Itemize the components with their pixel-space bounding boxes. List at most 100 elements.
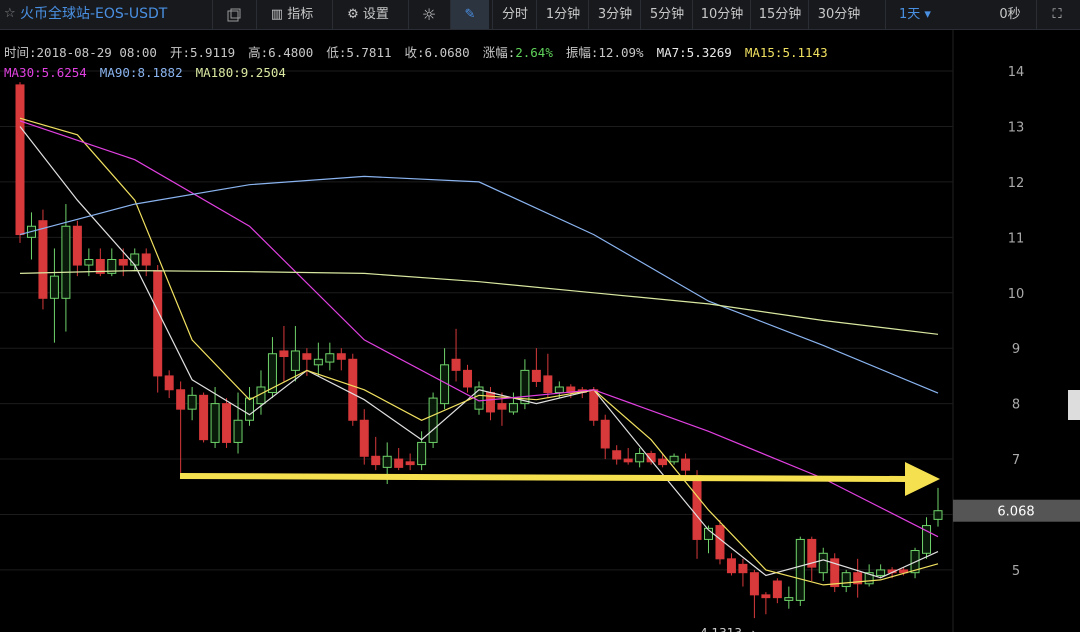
settings-label: 设置 [362, 7, 389, 22]
ma-line [19, 117, 939, 586]
candle-body [15, 84, 25, 236]
y-tick-label: 12 [1008, 176, 1025, 191]
info-value: 12.09% [598, 45, 644, 60]
info-item: MA30:5.6254 [4, 65, 87, 80]
info-item: 时间:2018-08-29 08:00 [4, 45, 157, 60]
candle-body [669, 455, 679, 463]
info-label: MA7: [656, 45, 687, 60]
ma-line [19, 126, 939, 579]
info-label: 低: [326, 45, 347, 60]
info-value: 9.2504 [240, 65, 286, 80]
candle-body [428, 397, 438, 443]
y-tick-label: 13 [1008, 120, 1025, 135]
y-tick-label: 7 [1012, 453, 1020, 468]
candle-body [95, 259, 105, 274]
info-label: 涨幅: [482, 45, 516, 60]
info-line: 时间:2018-08-29 08:00 开:5.9119 高:6.4800 低:5.7… [4, 42, 841, 61]
period-button[interactable]: 1分钟 [536, 0, 589, 29]
candle-body [61, 225, 71, 299]
info-item: 高:6.4800 [248, 45, 313, 60]
info-label: 开: [169, 45, 190, 60]
support-arrow [179, 473, 906, 482]
info-item: MA15:5.1143 [745, 45, 828, 60]
period-button[interactable]: 15分钟 [750, 0, 809, 29]
candle-body [899, 569, 909, 574]
info-label: 振幅: [565, 45, 599, 60]
info-item: MA7:5.3269 [657, 45, 732, 60]
candle-body [474, 386, 484, 410]
current-period-label: 1天 [899, 7, 921, 22]
candle-body [933, 510, 943, 520]
info-value: 5.6254 [41, 65, 87, 80]
candle-body [749, 572, 759, 596]
candle-body [612, 450, 622, 460]
candle-body [141, 253, 151, 266]
candle-body [371, 455, 381, 466]
ma-line: MA30:5.6254 MA90:8.1882 MA180:9.2504 [4, 65, 299, 80]
period-button[interactable]: 10分钟 [692, 0, 751, 29]
info-label: 时间: [4, 45, 37, 60]
low-annotation: 4.1313 → [700, 626, 756, 632]
candle-body [784, 597, 794, 601]
candle-body [692, 475, 702, 540]
candle-body [348, 358, 358, 421]
market-title[interactable]: 火币全球站-EOS-USDT [20, 6, 168, 22]
candle-body [72, 225, 82, 266]
candle-body [600, 419, 610, 449]
star-icon[interactable]: ☆ [4, 6, 16, 21]
candle-body [451, 358, 461, 371]
theme-button[interactable]: ☼ [408, 0, 449, 29]
candle-body [290, 350, 300, 371]
period-button[interactable]: 5分钟 [640, 0, 693, 29]
candle-body [199, 394, 209, 441]
candle-body [795, 538, 805, 601]
candle-body [463, 369, 473, 388]
candle-body [864, 572, 874, 585]
last-price-box [953, 499, 1080, 522]
period-button[interactable]: 3分钟 [588, 0, 641, 29]
fullscreen-button[interactable]: ⛶ [1036, 0, 1077, 29]
settings-button[interactable]: ⚙ 设置 [332, 0, 403, 29]
period-button[interactable]: 分时 [492, 0, 537, 29]
info-value: 2.64% [515, 45, 553, 60]
period-button[interactable]: 30分钟 [808, 0, 869, 29]
candle-body [543, 375, 553, 394]
candle-body [336, 353, 346, 360]
candle-body [279, 350, 289, 358]
candle-body [554, 386, 564, 394]
candle-body [233, 419, 243, 443]
last-price-label: 6.068 [997, 505, 1034, 520]
candle-body [715, 525, 725, 560]
candle-body [497, 403, 507, 410]
info-label: MA15: [744, 45, 783, 60]
candle-body [313, 358, 323, 366]
info-item: MA90:8.1882 [100, 65, 183, 80]
info-item: 收:6.0680 [405, 45, 470, 60]
icon [227, 8, 241, 22]
candle-body [738, 563, 748, 574]
info-value: 6.4800 [268, 45, 314, 60]
candle-body [164, 375, 174, 391]
candle-body [267, 353, 277, 394]
info-label: 高: [248, 45, 269, 60]
draw-button[interactable]: ✎ [450, 0, 489, 29]
info-item: MA180:9.2504 [196, 65, 286, 80]
window-icon[interactable] [212, 0, 255, 29]
indicator-label: 指标 [287, 7, 314, 22]
candle-body [531, 369, 541, 382]
info-value: 5.9119 [189, 45, 236, 60]
indicator-button[interactable]: ▥ 指标 [256, 0, 327, 29]
y-tick-label: 11 [1008, 231, 1025, 246]
toolbar: ☆ 火币全球站-EOS-USDT ▥ 指标 ⚙ 设置 ☼ ✎ 1天 ▾ 0秒 ⛶… [0, 0, 1080, 30]
info-item: 开:5.9119 [170, 45, 235, 60]
candle-body [176, 389, 186, 410]
info-value: 8.1882 [137, 65, 183, 80]
ma-line [19, 269, 939, 335]
candle-body [876, 569, 886, 576]
candle-body [130, 253, 140, 266]
current-period[interactable]: 1天 ▾ [885, 0, 944, 29]
ma-line [19, 120, 939, 538]
arrow-head [905, 462, 940, 496]
candle-body [118, 259, 128, 266]
